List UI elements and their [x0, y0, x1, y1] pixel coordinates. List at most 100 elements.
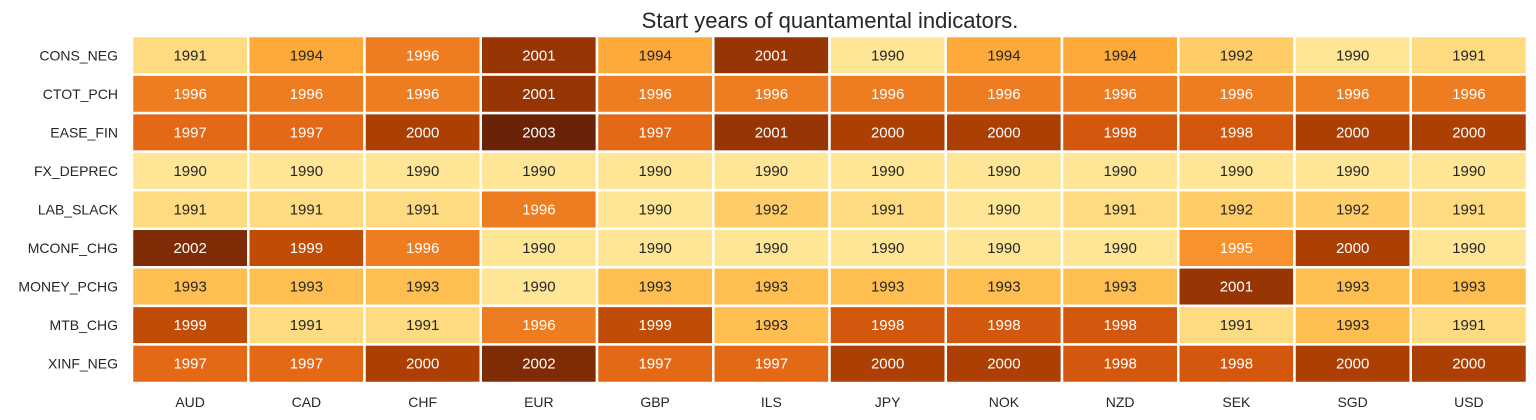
heatmap-cell — [828, 188, 947, 231]
cell-value-label: 1997 — [173, 124, 206, 141]
column-label: NZD — [1106, 394, 1135, 410]
cell-value-label: 2001 — [522, 47, 555, 64]
row-label: CTOT_PCH — [43, 86, 118, 102]
row-label: MTB_CHG — [50, 317, 118, 333]
cell-value-label: 1998 — [1103, 356, 1136, 373]
column-label: ILS — [761, 394, 782, 410]
cell-value-label: 1991 — [290, 317, 323, 334]
cell-value-label: 2000 — [406, 356, 439, 373]
cell-value-label: 2000 — [1452, 124, 1485, 141]
cell-value-label: 1993 — [987, 279, 1020, 296]
cell-value-label: 1990 — [1452, 240, 1485, 257]
heatmap-cell — [595, 304, 715, 346]
cell-value-label: 1990 — [1103, 163, 1136, 180]
heatmap-cell — [595, 266, 715, 308]
cell-value-label: 1996 — [173, 86, 206, 103]
cell-value-label: 1999 — [173, 317, 206, 334]
cell-value-label: 2000 — [1336, 356, 1369, 373]
cell-value-label: 1991 — [173, 202, 206, 219]
column-label: EUR — [524, 394, 554, 410]
cell-value-label: 1991 — [290, 202, 323, 219]
heatmap-cell — [1409, 304, 1529, 346]
cell-value-label: 2001 — [755, 124, 788, 141]
heatmap-cell — [828, 73, 947, 115]
cell-value-label: 2000 — [987, 356, 1020, 373]
heatmap-cell — [1177, 150, 1296, 192]
cell-value-label: 1990 — [1336, 163, 1369, 180]
heatmap-cell — [944, 73, 1064, 115]
cell-value-label: 1992 — [1220, 202, 1253, 219]
cell-value-label: 1990 — [1103, 240, 1136, 257]
column-label: GBP — [640, 394, 670, 410]
row-label: XINF_NEG — [48, 356, 118, 372]
cell-value-label: 1996 — [871, 86, 904, 103]
cell-value-label: 1993 — [173, 279, 206, 296]
cell-value-label: 1998 — [1220, 124, 1253, 141]
column-label: AUD — [175, 394, 205, 410]
cell-value-label: 1990 — [173, 163, 206, 180]
cell-value-label: 1990 — [290, 163, 323, 180]
cell-value-label: 1996 — [1336, 86, 1369, 103]
heatmap-cell — [1293, 73, 1412, 115]
heatmap-cell — [712, 266, 831, 308]
heatmap-cell — [1060, 227, 1180, 269]
cell-value-label: 1990 — [871, 47, 904, 64]
heatmap-cell — [130, 227, 250, 269]
heatmap-cell — [1060, 343, 1180, 385]
cell-value-label: 1996 — [522, 202, 555, 219]
heatmap-cell — [1409, 227, 1529, 269]
column-label: NOK — [989, 394, 1020, 410]
heatmap-cell — [1409, 266, 1529, 308]
cell-value-label: 2001 — [522, 86, 555, 103]
cell-value-label: 1997 — [638, 124, 671, 141]
heatmap-cell — [1409, 34, 1529, 76]
cell-value-label: 1993 — [871, 279, 904, 296]
cell-value-label: 2003 — [522, 124, 555, 141]
cell-value-label: 2001 — [1220, 279, 1253, 296]
heatmap-cell — [1060, 266, 1180, 308]
heatmap-cell — [944, 227, 1064, 269]
cell-value-label: 1994 — [290, 47, 323, 64]
cell-value-label: 1998 — [1220, 356, 1253, 373]
heatmap-cell — [712, 34, 831, 76]
cell-value-label: 1994 — [1103, 47, 1136, 64]
heatmap-cells: 1991 1994 1996 2001 1994 2001 1990 1994 1994 1992… — [130, 34, 1529, 385]
cell-value-label: 1991 — [1220, 317, 1253, 334]
heatmap-cell — [1060, 150, 1180, 192]
heatmap-cell — [595, 188, 715, 231]
cell-value-label: 1991 — [1103, 202, 1136, 219]
cell-value-label: 1997 — [290, 124, 323, 141]
column-label: SEK — [1222, 394, 1251, 410]
cell-value-label: 1990 — [522, 240, 555, 257]
heatmap-cell — [130, 343, 250, 385]
cell-value-label: 1998 — [871, 317, 904, 334]
cell-value-label: 2000 — [1336, 240, 1369, 257]
cell-value-label: 1996 — [406, 47, 439, 64]
cell-value-label: 1993 — [1336, 279, 1369, 296]
cell-value-label: 1990 — [871, 163, 904, 180]
heatmap-cell — [479, 304, 599, 346]
cell-value-label: 1990 — [755, 240, 788, 257]
cell-value-label: 2000 — [871, 356, 904, 373]
cell-value-label: 1996 — [406, 240, 439, 257]
row-label: EASE_FIN — [50, 124, 118, 140]
cell-value-label: 1990 — [1336, 47, 1369, 64]
cell-value-label: 2002 — [522, 356, 555, 373]
heatmap-cell — [363, 188, 482, 231]
cell-value-label: 1997 — [173, 356, 206, 373]
heatmap-cell — [479, 73, 599, 115]
cell-value-label: 1990 — [522, 279, 555, 296]
cell-value-label: 2002 — [173, 240, 206, 257]
cell-value-label: 1990 — [406, 163, 439, 180]
heatmap-cell — [247, 188, 366, 231]
cell-value-label: 1998 — [987, 317, 1020, 334]
row-label: FX_DEPREC — [34, 163, 118, 179]
cell-value-label: 1993 — [406, 279, 439, 296]
cell-value-label: 1996 — [290, 86, 323, 103]
chart-title: Start years of quantamental indicators. — [642, 8, 1019, 33]
heatmap-cell — [712, 343, 831, 385]
heatmap-cell — [130, 304, 250, 346]
heatmap-cell — [944, 188, 1064, 231]
cell-value-label: 1996 — [638, 86, 671, 103]
